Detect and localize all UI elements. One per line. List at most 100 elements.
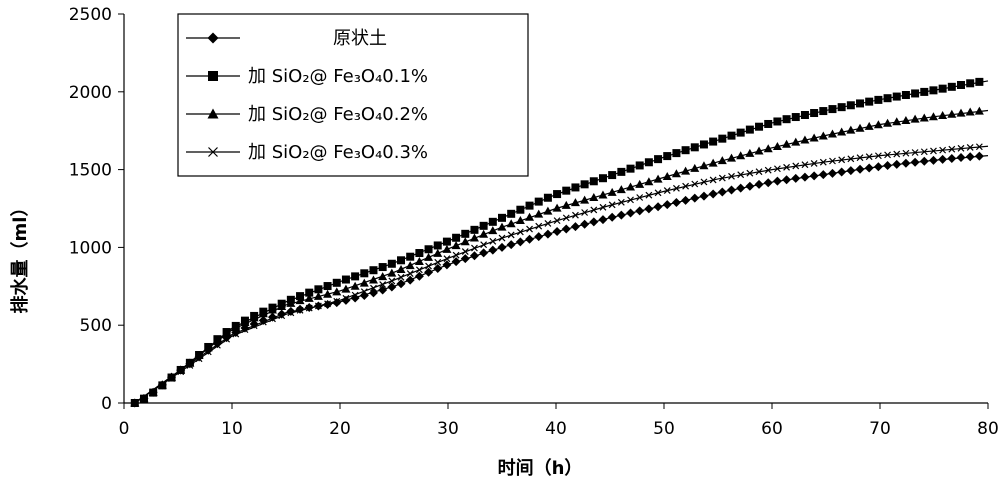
legend: 原状土加 SiO₂@ Fe₃O₄0.1%加 SiO₂@ Fe₃O₄0.2%加 S… (178, 14, 528, 176)
series-line (135, 146, 988, 403)
x-tick-label: 40 (545, 419, 567, 439)
data-point (369, 275, 378, 283)
data-point (791, 174, 800, 183)
data-point (755, 123, 763, 131)
data-point (810, 109, 818, 117)
y-tick-label: 1000 (69, 238, 112, 258)
data-point (406, 276, 415, 285)
data-point (415, 257, 424, 265)
data-point (598, 215, 607, 224)
data-point (498, 214, 506, 222)
data-point (810, 171, 819, 180)
data-point (581, 180, 589, 188)
data-point (782, 175, 791, 184)
data-point (378, 272, 387, 280)
data-point (415, 249, 423, 257)
data-point (966, 152, 975, 161)
data-point (672, 149, 680, 157)
data-point (442, 245, 451, 253)
data-point (773, 177, 782, 186)
data-point (929, 86, 937, 94)
y-tick-label: 500 (80, 316, 112, 336)
x-tick-label: 30 (437, 419, 459, 439)
data-point (929, 156, 938, 165)
data-point (847, 101, 855, 109)
data-point (535, 198, 543, 206)
x-tick-label: 60 (761, 419, 783, 439)
data-point (626, 208, 635, 217)
data-point (461, 230, 469, 238)
data-point (397, 279, 406, 288)
data-point (443, 238, 451, 246)
x-tick-label: 70 (869, 419, 891, 439)
data-point (846, 166, 855, 175)
data-point (434, 241, 442, 249)
data-point (479, 248, 488, 257)
data-point (461, 254, 470, 263)
series-1 (130, 152, 988, 408)
data-point (902, 91, 910, 99)
data-point (644, 204, 653, 213)
x-tick-label: 50 (653, 419, 675, 439)
data-point (939, 85, 947, 93)
data-point (728, 132, 736, 140)
data-point (837, 167, 846, 176)
x-tick-label: 80 (977, 419, 999, 439)
data-point (893, 93, 901, 101)
data-point (369, 288, 378, 297)
data-point (387, 283, 396, 292)
data-point (544, 194, 552, 202)
data-point (442, 260, 451, 269)
data-point (672, 198, 681, 207)
y-tick-label: 1500 (69, 161, 112, 181)
data-point (856, 165, 865, 174)
data-point (489, 218, 497, 226)
data-point (332, 298, 341, 307)
data-point (737, 129, 745, 137)
data-point (957, 109, 966, 117)
x-tick-label: 10 (221, 419, 243, 439)
data-point (516, 237, 525, 246)
data-point (433, 249, 442, 257)
data-point (654, 202, 663, 211)
data-point (516, 206, 524, 214)
data-point (947, 154, 956, 163)
data-point (874, 96, 882, 104)
legend-label: 加 SiO₂@ Fe₃O₄0.3% (248, 142, 428, 163)
data-point (369, 266, 377, 274)
y-tick-label: 2500 (69, 5, 112, 25)
data-point (406, 261, 415, 269)
data-point (865, 163, 874, 172)
data-point (534, 232, 543, 241)
data-point (627, 165, 635, 173)
data-point (828, 169, 837, 178)
x-axis-title: 时间（h） (498, 458, 583, 479)
legend-marker (208, 71, 218, 81)
data-point (562, 187, 570, 195)
data-point (745, 182, 754, 191)
data-point (351, 272, 359, 280)
data-point (571, 222, 580, 231)
legend-label: 原状土 (333, 28, 387, 49)
data-point (966, 79, 974, 87)
data-point (608, 171, 616, 179)
data-point (571, 183, 579, 191)
data-point (480, 222, 488, 230)
data-point (975, 78, 983, 86)
data-point (920, 88, 928, 96)
data-point (764, 178, 773, 187)
data-point (838, 103, 846, 111)
data-point (589, 217, 598, 226)
data-point (663, 152, 671, 160)
data-point (286, 307, 295, 316)
data-point (452, 234, 460, 242)
data-point (957, 81, 965, 89)
data-point (525, 235, 534, 244)
data-point (599, 174, 607, 182)
data-point (470, 226, 478, 234)
data-point (645, 158, 653, 166)
data-point (975, 152, 984, 161)
data-point (957, 153, 966, 162)
data-point (499, 235, 505, 241)
data-point (801, 111, 809, 119)
